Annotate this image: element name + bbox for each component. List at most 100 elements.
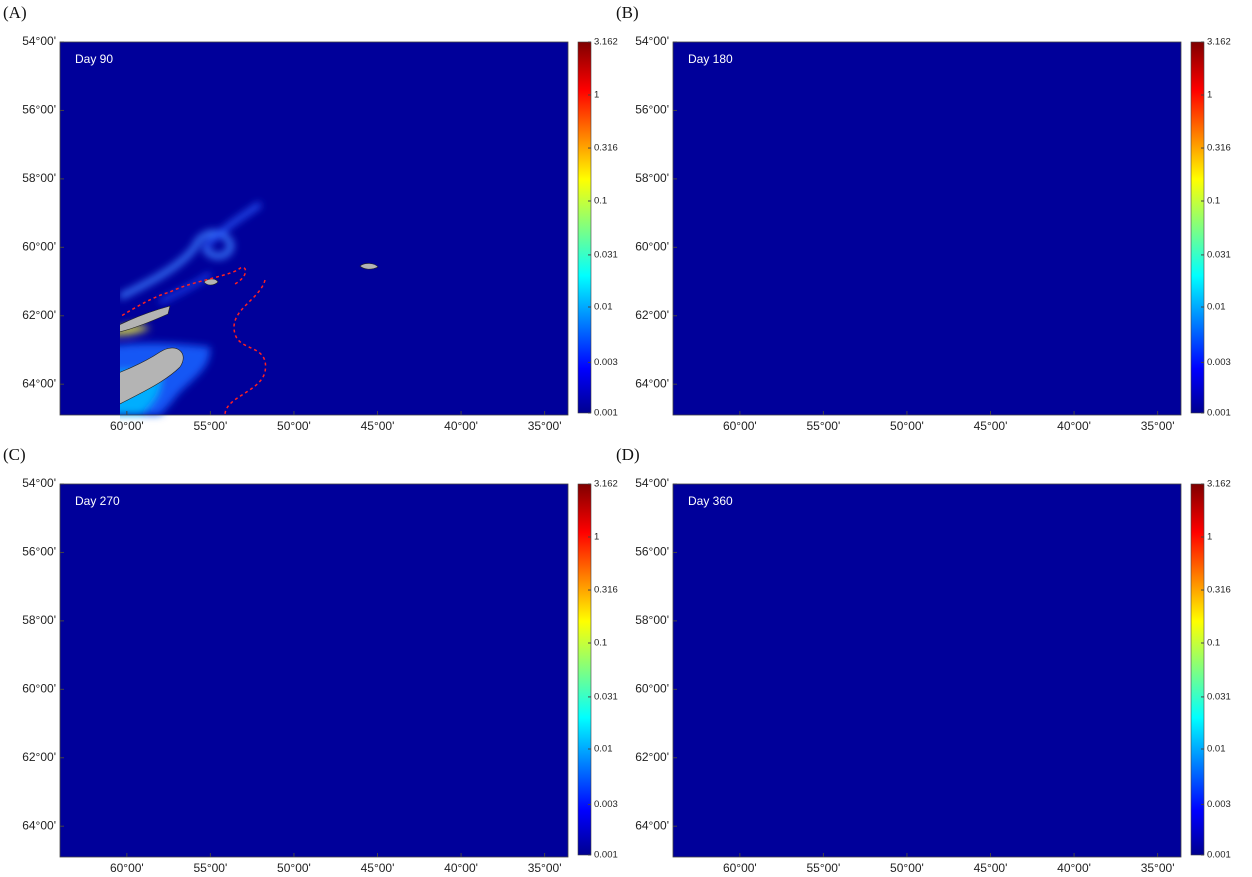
x-tick-label: 60°00' xyxy=(723,861,757,875)
panel: (A) Day 90 60°00' 55°00' 50°00' 45°00' 40°00' 3… xyxy=(3,3,618,433)
landmass xyxy=(203,278,219,286)
colorbar-tick-label: 0.003 xyxy=(1207,357,1231,368)
colorbar-tick-label: 0.031 xyxy=(594,249,618,260)
colorbar xyxy=(577,41,592,414)
map-background xyxy=(673,42,1181,415)
y-tick-label: 54°00' xyxy=(22,476,56,490)
colorbar-tick-label: 0.316 xyxy=(1207,143,1231,154)
colorbar xyxy=(1190,483,1205,856)
y-tick-label: 62°00' xyxy=(635,750,669,764)
colorbar-tick-label: 1 xyxy=(1207,90,1212,101)
panel-label: (A) xyxy=(3,3,27,22)
x-tick-label: 60°00' xyxy=(110,419,144,433)
map-frame xyxy=(59,483,569,858)
colorbar-tick-label: 1 xyxy=(594,90,599,101)
colorbar-tick-label: 0.01 xyxy=(594,302,613,313)
y-tick-label: 56°00' xyxy=(22,103,56,117)
map-frame xyxy=(672,483,1182,858)
panel: (C) Day 270 60°00' 55°00' 50°00' 45°00' 40°00'… xyxy=(3,445,618,875)
x-tick-label: 45°00' xyxy=(361,861,395,875)
x-tick-label: 55°00' xyxy=(806,861,840,875)
colorbar-tick-label: 0.1 xyxy=(1207,638,1220,649)
colorbar-tick-label: 3.162 xyxy=(594,37,618,48)
x-tick-label: 55°00' xyxy=(806,419,840,433)
colorbar-tick-label: 3.162 xyxy=(1207,37,1231,48)
landmass xyxy=(120,347,184,405)
y-tick-label: 60°00' xyxy=(22,681,56,695)
colorbar-tick-label: 0.031 xyxy=(594,691,618,702)
x-tick-label: 35°00' xyxy=(528,419,562,433)
panel: (B) Day 180 60°00' 55°00' 50°00' 45°00' 40°00'… xyxy=(616,3,1231,433)
landmass xyxy=(359,263,379,270)
panel: (D) Day 360 60°00' 55°00' 50°00' 45°00' 40°00'… xyxy=(616,445,1231,875)
x-tick-label: 35°00' xyxy=(528,861,562,875)
y-tick-label: 62°00' xyxy=(635,308,669,322)
colorbar-tick-label: 0.316 xyxy=(594,585,618,596)
x-tick-label: 50°00' xyxy=(277,861,311,875)
x-tick-label: 40°00' xyxy=(1057,419,1091,433)
plume-filament xyxy=(159,272,212,304)
colorbar-tick-label: 0.001 xyxy=(594,850,618,861)
y-tick-label: 54°00' xyxy=(22,34,56,48)
x-tick-label: 45°00' xyxy=(974,419,1008,433)
colorbar-tick-label: 1 xyxy=(594,532,599,543)
colorbar-tick-label: 0.1 xyxy=(594,638,607,649)
colorbar-tick-label: 0.001 xyxy=(594,408,618,419)
colorbar-tick-label: 0.031 xyxy=(1207,249,1231,260)
y-tick-label: 64°00' xyxy=(22,376,56,390)
x-tick-label: 35°00' xyxy=(1141,861,1175,875)
day-label: Day 360 xyxy=(688,494,733,508)
y-tick-label: 64°00' xyxy=(635,376,669,390)
y-tick-label: 56°00' xyxy=(635,545,669,559)
x-tick-label: 40°00' xyxy=(444,861,478,875)
colorbar-tick-label: 0.1 xyxy=(594,196,607,207)
colorbar-tick-label: 0.01 xyxy=(594,744,613,755)
colorbar xyxy=(577,483,592,856)
y-tick-label: 60°00' xyxy=(635,681,669,695)
landmass xyxy=(120,305,171,333)
y-tick-label: 58°00' xyxy=(635,171,669,185)
x-tick-label: 50°00' xyxy=(277,419,311,433)
x-tick-label: 50°00' xyxy=(890,861,924,875)
map-content xyxy=(120,202,379,416)
plume-filament xyxy=(120,230,234,300)
x-tick-label: 40°00' xyxy=(444,419,478,433)
colorbar-tick-label: 0.031 xyxy=(1207,691,1231,702)
y-tick-label: 54°00' xyxy=(635,34,669,48)
boundary-line xyxy=(120,266,267,416)
plume-filament xyxy=(203,202,262,249)
day-label: Day 180 xyxy=(688,52,733,66)
y-tick-label: 58°00' xyxy=(635,613,669,627)
x-tick-label: 35°00' xyxy=(1141,419,1175,433)
colorbar-tick-label: 0.316 xyxy=(594,143,618,154)
colorbar-tick-label: 0.003 xyxy=(1207,799,1231,810)
x-tick-label: 60°00' xyxy=(110,861,144,875)
y-tick-label: 56°00' xyxy=(22,545,56,559)
y-tick-label: 64°00' xyxy=(22,818,56,832)
panel-label: (B) xyxy=(616,3,639,22)
map-frame xyxy=(672,41,1182,416)
colorbar-tick-label: 3.162 xyxy=(594,479,618,490)
panel-label: (D) xyxy=(616,445,640,464)
colorbar-tick-label: 0.1 xyxy=(1207,196,1220,207)
map-background xyxy=(60,484,568,857)
y-tick-label: 58°00' xyxy=(22,171,56,185)
colorbar-tick-label: 0.001 xyxy=(1207,850,1231,861)
y-tick-label: 62°00' xyxy=(22,308,56,322)
colorbar-tick-label: 0.01 xyxy=(1207,744,1226,755)
colorbar-tick-label: 1 xyxy=(1207,532,1212,543)
map-background xyxy=(673,484,1181,857)
y-tick-label: 60°00' xyxy=(22,239,56,253)
x-tick-label: 50°00' xyxy=(890,419,924,433)
colorbar-tick-label: 0.003 xyxy=(594,357,618,368)
colorbar xyxy=(1190,41,1205,414)
y-tick-label: 58°00' xyxy=(22,613,56,627)
x-tick-label: 45°00' xyxy=(361,419,395,433)
y-tick-label: 64°00' xyxy=(635,818,669,832)
panel-label: (C) xyxy=(3,445,26,464)
x-tick-label: 55°00' xyxy=(193,419,227,433)
x-tick-label: 55°00' xyxy=(193,861,227,875)
x-tick-label: 60°00' xyxy=(723,419,757,433)
x-tick-label: 40°00' xyxy=(1057,861,1091,875)
